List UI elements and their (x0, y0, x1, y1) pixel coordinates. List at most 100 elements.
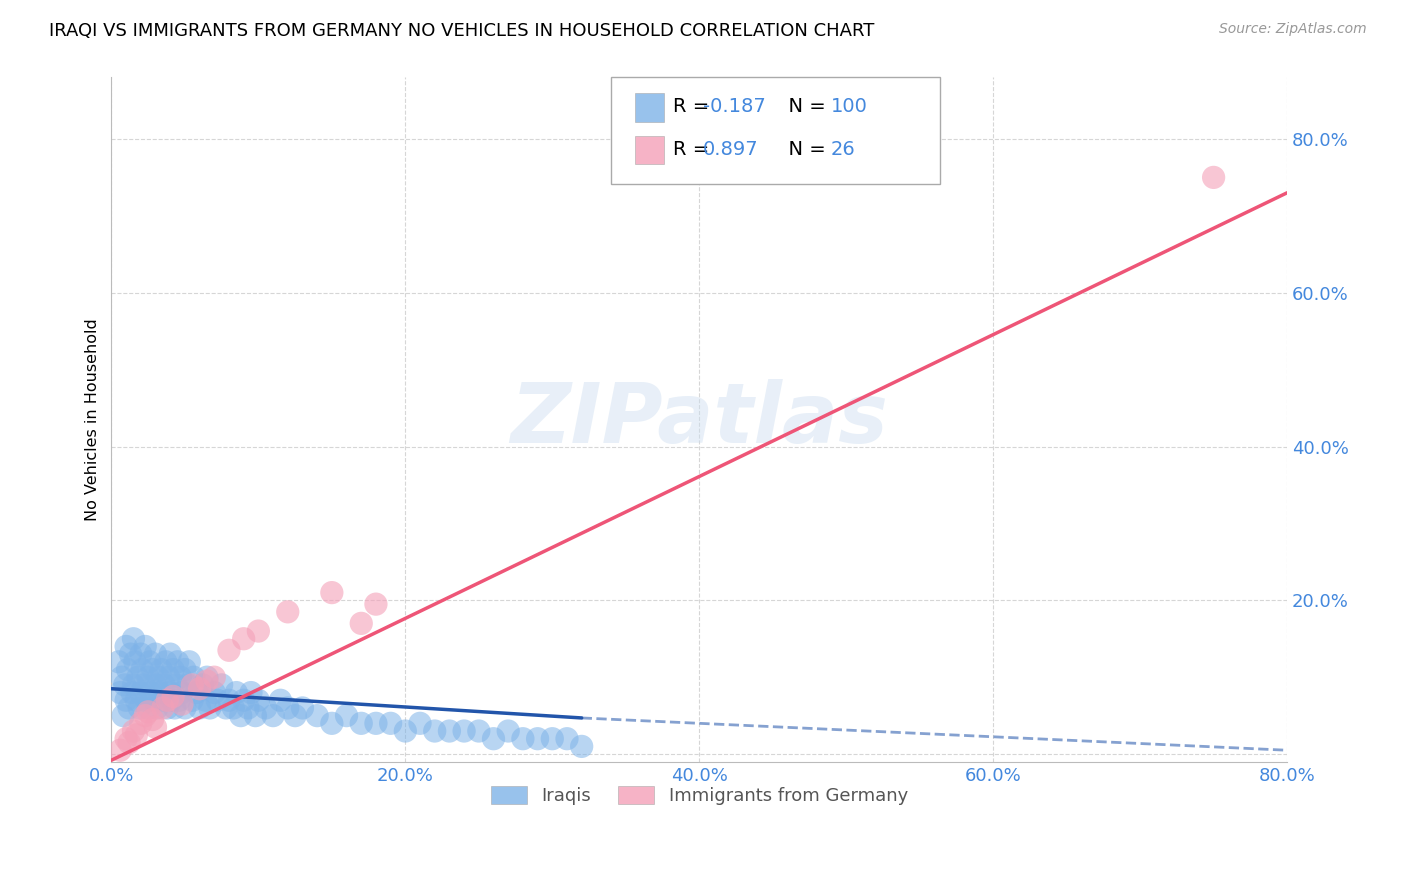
Point (218, 643, 240, 657)
Point (125, 728, 148, 742)
Point (245, 708, 267, 723)
Point (232, 632, 254, 646)
Point (138, 655, 160, 669)
Point (571, 739, 593, 754)
Point (148, 670, 170, 684)
Point (409, 716, 432, 731)
Point (145, 647, 167, 661)
Point (191, 678, 214, 692)
Point (128, 701, 150, 715)
Point (277, 605, 299, 619)
Point (118, 735, 141, 749)
Point (110, 685, 132, 699)
Point (134, 640, 156, 654)
Point (541, 731, 564, 746)
Point (350, 716, 373, 731)
Point (127, 670, 149, 684)
Point (125, 693, 148, 707)
Point (321, 716, 343, 731)
Text: R =: R = (673, 140, 723, 159)
Point (121, 685, 143, 699)
Point (496, 724, 519, 739)
Point (291, 701, 314, 715)
Point (136, 670, 159, 684)
Point (439, 724, 461, 739)
Point (110, 743, 132, 757)
Point (174, 663, 197, 677)
Point (202, 670, 225, 684)
Point (169, 670, 191, 684)
Point (254, 701, 277, 715)
Point (170, 685, 193, 699)
Point (526, 731, 548, 746)
Point (195, 673, 218, 688)
FancyBboxPatch shape (634, 93, 664, 122)
Point (225, 685, 247, 699)
Point (247, 624, 270, 638)
Point (262, 708, 284, 723)
Text: N =: N = (776, 140, 838, 159)
Point (162, 663, 184, 677)
Point (453, 724, 475, 739)
Point (205, 693, 228, 707)
Point (364, 716, 387, 731)
Point (136, 701, 159, 715)
Point (195, 670, 218, 684)
Text: ZIPatlas: ZIPatlas (510, 379, 889, 460)
Point (215, 701, 238, 715)
Point (152, 701, 174, 715)
Point (194, 693, 217, 707)
Point (122, 724, 145, 739)
FancyBboxPatch shape (612, 78, 941, 184)
Point (167, 693, 190, 707)
Point (307, 708, 329, 723)
Point (159, 647, 181, 661)
Point (202, 685, 225, 699)
Point (112, 708, 135, 723)
Point (423, 724, 446, 739)
FancyBboxPatch shape (634, 136, 664, 164)
Point (142, 663, 165, 677)
Point (162, 690, 184, 704)
Point (129, 647, 152, 661)
Point (179, 655, 201, 669)
Point (211, 678, 233, 692)
Point (118, 701, 141, 715)
Point (181, 693, 204, 707)
Y-axis label: No Vehicles in Household: No Vehicles in Household (86, 318, 100, 521)
Point (149, 685, 172, 699)
Point (364, 597, 387, 611)
Text: -0.187: -0.187 (703, 97, 765, 116)
Point (152, 693, 174, 707)
Point (107, 655, 129, 669)
Point (115, 731, 138, 746)
Point (143, 693, 166, 707)
Point (163, 701, 186, 715)
Point (135, 693, 157, 707)
Point (394, 724, 416, 739)
Point (156, 693, 179, 707)
Point (188, 701, 211, 715)
Point (198, 701, 221, 715)
Point (335, 708, 357, 723)
Point (129, 716, 152, 731)
Text: N =: N = (776, 97, 832, 116)
Point (277, 701, 299, 715)
Point (181, 678, 204, 692)
Point (512, 731, 534, 746)
Text: IRAQI VS IMMIGRANTS FROM GERMANY NO VEHICLES IN HOUSEHOLD CORRELATION CHART: IRAQI VS IMMIGRANTS FROM GERMANY NO VEHI… (49, 22, 875, 40)
Point (115, 640, 138, 654)
Point (122, 678, 145, 692)
Text: 26: 26 (831, 140, 856, 159)
Text: Source: ZipAtlas.com: Source: ZipAtlas.com (1219, 22, 1367, 37)
Point (1202, 170, 1225, 185)
Point (145, 720, 167, 734)
Point (240, 685, 263, 699)
Point (156, 701, 179, 715)
Point (153, 678, 176, 692)
Point (468, 724, 491, 739)
Point (380, 716, 402, 731)
Point (555, 731, 578, 746)
Text: R =: R = (673, 97, 716, 116)
Point (136, 705, 159, 719)
